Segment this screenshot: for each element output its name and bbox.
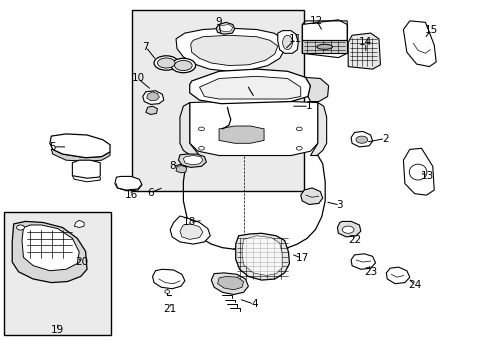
Polygon shape — [180, 103, 199, 156]
Text: 12: 12 — [309, 16, 323, 26]
Text: 21: 21 — [163, 304, 177, 314]
Polygon shape — [211, 273, 248, 294]
Ellipse shape — [355, 136, 367, 143]
Text: 6: 6 — [147, 188, 154, 198]
Polygon shape — [217, 276, 243, 290]
Polygon shape — [305, 77, 328, 102]
Bar — [132, 10, 304, 191]
Polygon shape — [22, 225, 79, 271]
Ellipse shape — [316, 44, 332, 49]
Text: 20: 20 — [76, 257, 88, 267]
Text: 17: 17 — [295, 253, 308, 264]
Ellipse shape — [282, 35, 292, 50]
Text: 9: 9 — [215, 17, 222, 27]
Bar — [4, 212, 111, 335]
Polygon shape — [337, 221, 360, 237]
Text: 2: 2 — [381, 134, 388, 144]
Text: 11: 11 — [288, 34, 302, 44]
Polygon shape — [50, 134, 110, 158]
Polygon shape — [189, 102, 317, 156]
Ellipse shape — [174, 60, 192, 71]
Polygon shape — [219, 126, 264, 143]
Polygon shape — [152, 269, 184, 289]
Ellipse shape — [157, 58, 175, 68]
Polygon shape — [350, 254, 375, 269]
Polygon shape — [145, 106, 157, 114]
Ellipse shape — [164, 290, 169, 293]
Ellipse shape — [342, 226, 353, 233]
Text: 8: 8 — [168, 161, 175, 171]
Text: 16: 16 — [124, 190, 138, 200]
Polygon shape — [178, 154, 206, 167]
Polygon shape — [146, 92, 159, 101]
Text: 15: 15 — [424, 24, 437, 35]
Polygon shape — [170, 216, 210, 244]
Polygon shape — [189, 69, 310, 104]
Polygon shape — [74, 220, 84, 228]
Polygon shape — [302, 40, 346, 53]
Text: 23: 23 — [363, 267, 377, 277]
Text: 7: 7 — [142, 42, 149, 52]
Polygon shape — [300, 188, 322, 204]
Text: 14: 14 — [358, 37, 372, 48]
Polygon shape — [190, 35, 277, 66]
Polygon shape — [302, 20, 346, 58]
Polygon shape — [142, 91, 163, 104]
Text: 1: 1 — [305, 101, 312, 111]
Polygon shape — [176, 166, 186, 173]
Text: 22: 22 — [347, 235, 361, 246]
Polygon shape — [386, 267, 409, 284]
Polygon shape — [199, 76, 300, 99]
Polygon shape — [12, 221, 87, 283]
Polygon shape — [242, 236, 282, 275]
Text: 10: 10 — [131, 73, 144, 84]
Text: 5: 5 — [49, 142, 56, 152]
Polygon shape — [277, 31, 298, 53]
Polygon shape — [216, 22, 234, 34]
Polygon shape — [176, 28, 284, 71]
Ellipse shape — [17, 225, 24, 230]
Polygon shape — [310, 103, 326, 156]
Text: 4: 4 — [250, 299, 257, 309]
Text: 19: 19 — [51, 325, 64, 336]
Text: 18: 18 — [183, 217, 196, 228]
Ellipse shape — [154, 56, 178, 70]
Polygon shape — [115, 176, 142, 190]
Polygon shape — [403, 148, 433, 195]
Ellipse shape — [171, 58, 195, 73]
Polygon shape — [350, 131, 372, 147]
Polygon shape — [347, 33, 380, 69]
Polygon shape — [235, 233, 289, 280]
Polygon shape — [183, 156, 203, 165]
Polygon shape — [219, 24, 232, 32]
Text: 13: 13 — [420, 171, 434, 181]
Polygon shape — [51, 149, 110, 161]
Text: 3: 3 — [336, 200, 343, 210]
Polygon shape — [72, 160, 100, 178]
Text: 24: 24 — [407, 280, 421, 290]
Polygon shape — [403, 21, 435, 67]
Polygon shape — [180, 224, 203, 239]
